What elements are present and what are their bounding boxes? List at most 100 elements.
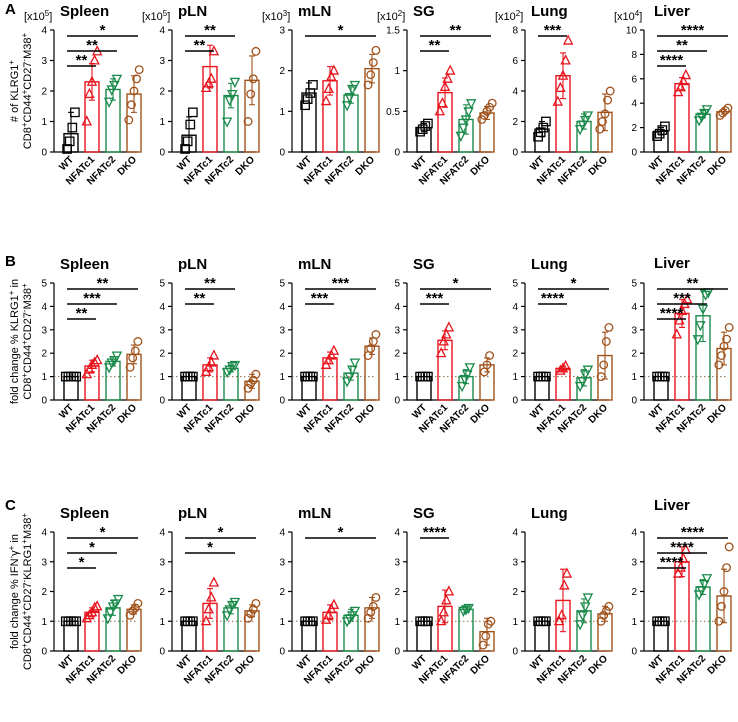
y-tick-label: 1 xyxy=(631,617,637,628)
y-tick-label: 0 xyxy=(512,647,518,658)
significance-label: *** xyxy=(673,290,691,307)
data-point-nfatc2 xyxy=(582,593,594,604)
y-tick-label: 3 xyxy=(159,56,165,67)
data-point-nfatc1 xyxy=(200,615,212,626)
data-point-nfatc1 xyxy=(206,356,217,367)
data-point-nfatc1 xyxy=(435,346,447,358)
data-point-nfatc1 xyxy=(560,54,571,65)
data-point-dko xyxy=(366,70,376,80)
data-point-nfatc1 xyxy=(439,80,451,91)
y-tick-label: 0 xyxy=(631,148,637,159)
data-point-nfatc2 xyxy=(574,125,586,136)
y-axis-label: CD8+CD44+CD27-KLRG1+M38+ xyxy=(20,513,34,670)
y-tick-label: 2 xyxy=(159,87,165,98)
x-tick-label: DKO xyxy=(706,653,730,677)
significance-label: ** xyxy=(687,275,699,292)
y-tick-label: 2 xyxy=(512,349,518,360)
bar-nfatc2 xyxy=(458,608,474,652)
significance-label: *** xyxy=(544,22,562,39)
data-point-nfatc2 xyxy=(349,606,361,618)
y-tick-label: 2 xyxy=(279,587,285,598)
data-point-dko xyxy=(126,100,136,110)
y-tick-label: 1 xyxy=(159,617,165,628)
y-tick-label: 5 xyxy=(279,279,285,290)
data-point-nfatc2 xyxy=(109,80,120,92)
y-axis-label: # of KLRG1+ xyxy=(7,60,21,122)
x-tick-label: DKO xyxy=(116,653,140,677)
data-point-wt xyxy=(420,121,431,131)
data-point-dko xyxy=(134,65,144,75)
y-tick-label: 2 xyxy=(394,587,400,598)
x-tick-label: DKO xyxy=(234,653,258,677)
data-point-dko xyxy=(714,616,724,626)
panel-title: Liver xyxy=(654,497,690,514)
data-point-nfatc1 xyxy=(328,344,340,355)
data-point-nfatc2 xyxy=(582,111,594,122)
y-tick-label: 2 xyxy=(394,349,400,360)
panel-title: Spleen xyxy=(60,256,109,273)
data-point-nfatc1 xyxy=(326,70,337,81)
y-tick-label: 0 xyxy=(279,148,285,159)
panel-title: pLN xyxy=(178,505,207,522)
data-point-dko xyxy=(604,601,614,611)
significance-label: * xyxy=(100,22,106,39)
data-point-nfatc2 xyxy=(580,115,591,127)
data-point-dko xyxy=(599,610,609,620)
multiplier-label: [x105] xyxy=(24,9,52,23)
y-axis-label: fold change % IFN-γ+ in xyxy=(7,534,21,649)
data-point-nfatc1 xyxy=(442,72,453,83)
data-point-nfatc1 xyxy=(438,335,449,346)
data-point-nfatc1 xyxy=(328,64,340,75)
panel-title: pLN xyxy=(178,3,207,20)
data-point-wt xyxy=(300,100,310,111)
significance-label: *** xyxy=(311,290,329,307)
data-point-wt xyxy=(308,80,318,90)
bar-wt xyxy=(63,375,79,401)
data-point-dko xyxy=(485,351,495,360)
data-point-nfatc1 xyxy=(441,594,452,605)
data-point-nfatc2 xyxy=(341,101,353,112)
data-point-nfatc2 xyxy=(459,374,470,386)
data-point-dko xyxy=(129,86,139,96)
data-point-nfatc1 xyxy=(559,579,570,590)
data-point-nfatc2 xyxy=(106,85,117,96)
significance-label: ** xyxy=(97,275,109,292)
data-point-nfatc2 xyxy=(577,611,588,622)
x-tick-label: DKO xyxy=(469,402,493,426)
data-point-nfatc2 xyxy=(455,131,467,142)
y-tick-label: 10 xyxy=(626,26,638,37)
y-tick-label: 2 xyxy=(159,587,165,598)
panel-title: Spleen xyxy=(60,3,109,20)
y-tick-label: 1 xyxy=(159,117,165,128)
data-point-wt xyxy=(188,616,198,627)
data-point-nfatc1 xyxy=(206,591,217,602)
y-tick-label: 2 xyxy=(631,349,637,360)
significance-label: ** xyxy=(194,37,206,54)
data-point-wt xyxy=(423,371,433,382)
data-point-nfatc1 xyxy=(208,576,220,587)
data-point-nfatc2 xyxy=(577,377,588,388)
data-point-nfatc2 xyxy=(580,370,591,381)
data-point-nfatc1 xyxy=(89,356,100,367)
data-point-nfatc2 xyxy=(701,574,713,585)
multiplier-label: [x105] xyxy=(142,9,170,23)
data-point-dko xyxy=(246,609,256,619)
y-tick-label: 0 xyxy=(279,647,285,658)
data-point-dko xyxy=(722,334,732,344)
multiplier-label: [x104] xyxy=(614,9,642,23)
data-point-dko xyxy=(482,360,492,370)
y-axis-label: fold change % KLRG1+ in xyxy=(7,279,21,404)
x-tick-label: DKO xyxy=(354,154,378,178)
y-tick-label: 8 xyxy=(512,26,518,37)
data-point-nfatc2 xyxy=(102,614,114,625)
data-point-dko xyxy=(724,542,734,552)
y-tick-label: 1 xyxy=(41,117,47,128)
significance-label: ** xyxy=(676,37,688,54)
